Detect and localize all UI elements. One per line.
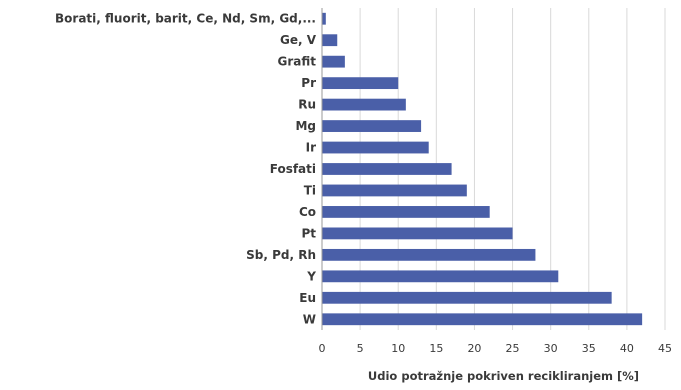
x-tick-label: 0 — [319, 342, 326, 355]
bar — [322, 227, 513, 240]
bar — [322, 98, 406, 111]
x-tick-label: 15 — [429, 342, 443, 355]
category-label: Pt — [301, 226, 316, 240]
category-label: Ir — [306, 141, 316, 155]
category-label: Ru — [298, 98, 316, 112]
x-tick-labels: 0 5 10 15 20 25 30 35 40 45 — [319, 342, 673, 355]
x-tick-label: 25 — [506, 342, 520, 355]
gridlines — [359, 8, 666, 330]
bar — [322, 163, 452, 175]
category-label: Y — [306, 269, 316, 283]
x-axis-title: Udio potražnje pokriven recikliranjem [%… — [368, 369, 639, 383]
bar — [322, 120, 422, 132]
category-label: Pr — [301, 76, 316, 90]
category-label: Mg — [295, 119, 316, 133]
bar — [322, 270, 559, 283]
x-tick-label: 30 — [544, 342, 558, 355]
category-label: Sb, Pd, Rh — [246, 248, 316, 262]
x-tick-label: 20 — [467, 342, 481, 355]
category-label: Co — [299, 205, 316, 219]
category-label: Eu — [299, 291, 316, 305]
bar — [322, 184, 467, 197]
category-label: Grafit — [278, 55, 317, 69]
category-labels: Borati, fluorit, barit, Ce, Nd, Sm, Gd,.… — [55, 12, 317, 327]
x-tick-label: 35 — [582, 342, 596, 355]
category-label: Borati, fluorit, barit, Ce, Nd, Sm, Gd,.… — [55, 12, 316, 26]
bar — [322, 77, 399, 90]
x-tick-label: 10 — [391, 342, 405, 355]
category-label: Ti — [304, 183, 316, 197]
bar — [322, 34, 338, 47]
bar — [322, 313, 643, 326]
category-label: Ge, V — [280, 33, 317, 47]
bar — [322, 55, 345, 68]
bar — [322, 141, 429, 154]
bar — [322, 248, 536, 261]
x-tick-label: 40 — [620, 342, 634, 355]
category-label: W — [303, 312, 316, 326]
category-label: Fosfati — [270, 162, 316, 176]
bar — [322, 291, 612, 304]
x-tick-label: 45 — [658, 342, 672, 355]
bar — [322, 206, 490, 218]
x-tick-label: 5 — [357, 342, 364, 355]
bar — [322, 12, 326, 25]
bars — [322, 12, 643, 326]
